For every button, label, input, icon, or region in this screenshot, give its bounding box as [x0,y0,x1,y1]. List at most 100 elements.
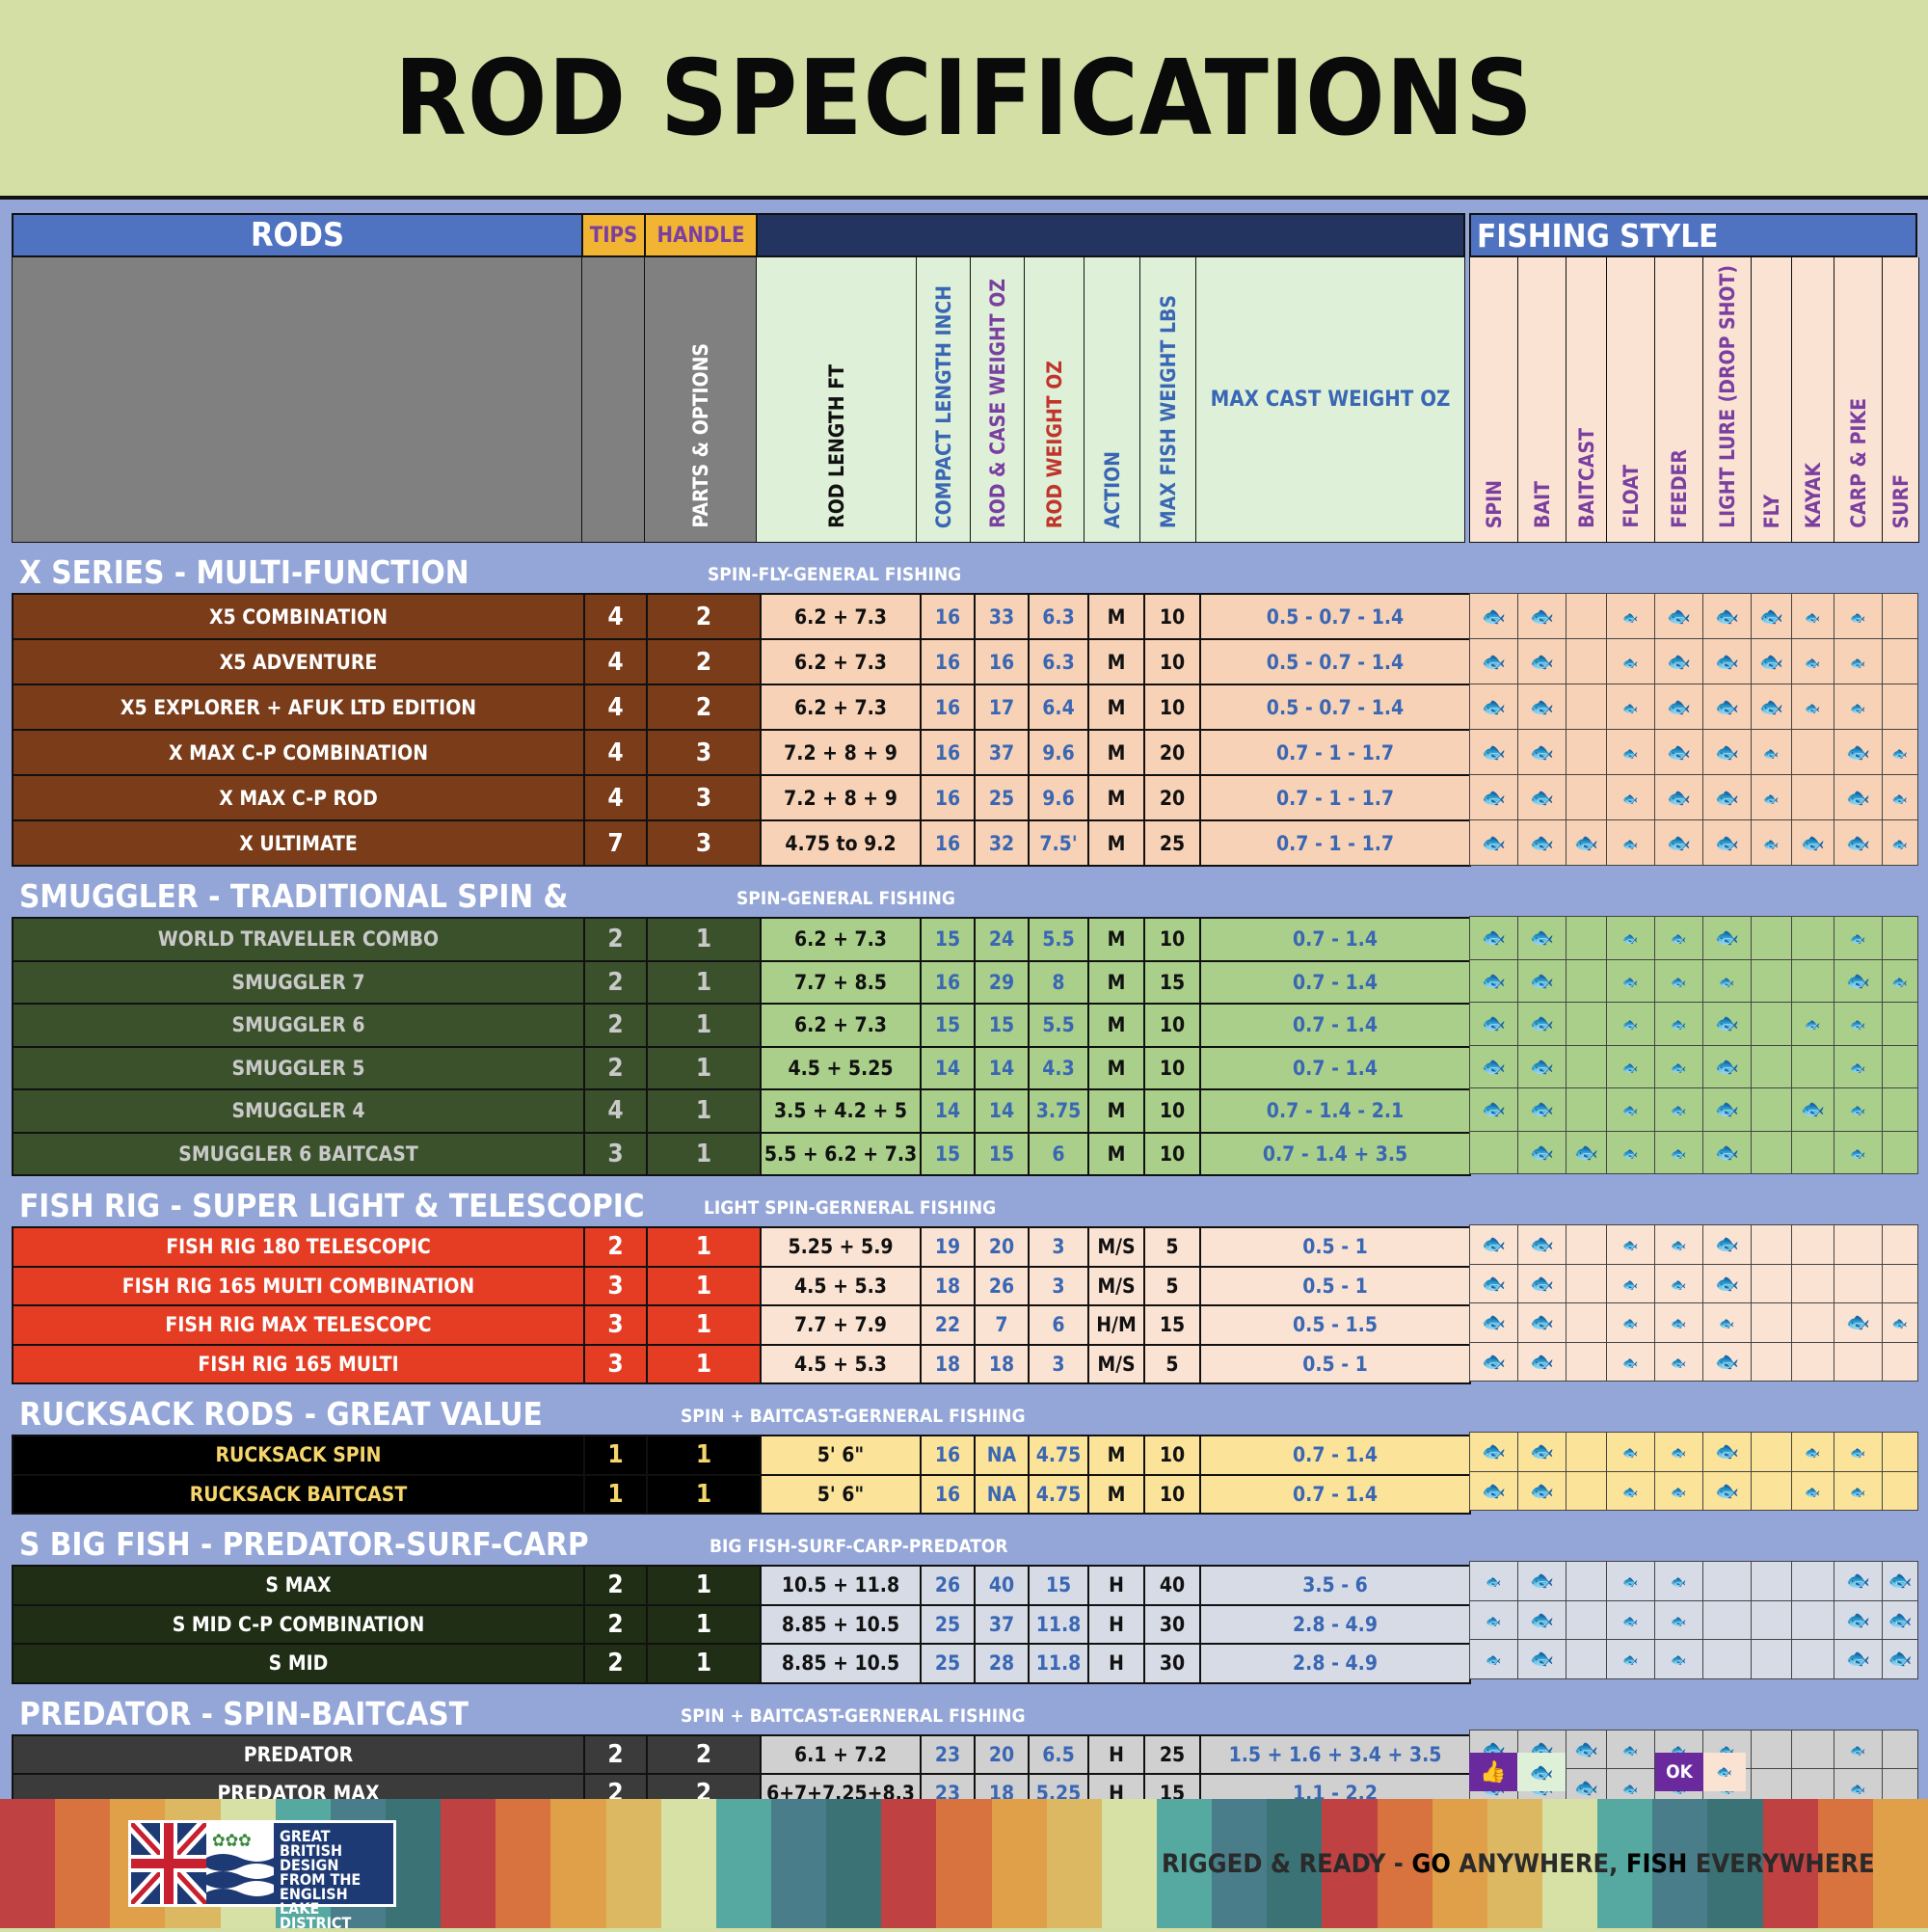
style-cell: 🐟 [1517,916,1566,960]
cell-rod: 5.5 [1028,1003,1089,1048]
fish-icon: 🐟 [1482,649,1506,673]
cell-action: M [1087,729,1145,776]
cell-fish: 20 [1143,774,1201,821]
style-cell: 🐟 [1517,1302,1566,1343]
style-cell: 🐟 [1882,1302,1918,1343]
logo-text: GREAT BRITISH DESIGN FROM THE ENGLISH LA… [280,1827,362,1932]
cell-case: 15 [974,1131,1030,1176]
group-subtitle: SPIN + BAITCAST-GERNERAL FISHING [681,1406,1026,1427]
stripe [1652,1799,1708,1928]
style-cell [1566,1044,1607,1088]
cell-fish: 10 [1143,684,1201,731]
style-cell: 🐟 [1654,1302,1703,1343]
stripe [1762,1799,1818,1928]
style-cell: 🐟 [1517,1341,1566,1382]
cell-rod: 4.3 [1028,1045,1089,1090]
fish-icon: 🐟 [1482,830,1506,854]
fish-icon: 🐟 [1622,792,1639,807]
cell-case: 37 [974,1603,1030,1645]
cell-tips: 2 [583,1733,648,1775]
style-cell: 🐟 [1791,1470,1834,1511]
cell-tips: 7 [583,819,648,867]
cell-rod: 4.75 [1028,1473,1089,1515]
fish-icon: 🐟 [1482,1097,1506,1121]
fish-icon: 🐟 [1715,1097,1739,1121]
style-cell [1469,1130,1518,1174]
fish-icon: 🐟 [1482,1478,1506,1502]
style-cell: 🐟 [1834,1002,1883,1046]
fish-icon: 🐟 [1671,1485,1687,1500]
cell-action: M [1087,1045,1145,1090]
cell-cast: 0.5 - 1.5 [1199,1304,1471,1346]
fish-icon: 🐟 [1482,926,1506,950]
group-header: X SERIES - MULTI-FUNCTION SPIN-FLY-GENERA… [12,543,1471,593]
fish-icon: 🐟 [1719,1317,1735,1332]
fish-icon: 🐟 [1716,1764,1733,1780]
table-row: RUCKSACK SPIN 1 1 5' 6" 16 NA 4.75 M 10 0.7 - 1.4 [12,1435,1471,1476]
fish-icon: 🐟 [1530,694,1554,718]
group-subtitle: SPIN-FLY-GENERAL FISHING [708,564,962,585]
cell-compact: 16 [920,638,976,685]
style-cell: 🐟 [1791,819,1834,866]
style-cell [1791,1599,1834,1640]
cell-action: H [1087,1565,1145,1606]
group-header: RUCKSACK RODS - GREAT VALUE SPIN + BAITCA… [12,1384,1471,1435]
cell-fish: 10 [1143,1045,1201,1090]
fish-icon: 🐟 [1530,1478,1554,1502]
style-cell: 🐟 [1517,1002,1566,1046]
group-subtitle: SPIN + BAITCAST-GERNERAL FISHING [681,1704,1026,1727]
stripe [660,1799,716,1928]
style-cell: 🐟 [1654,1130,1703,1174]
col-parts-options: PARTS & OPTIONS [689,343,712,528]
rod-name: X5 ADVENTURE [12,638,585,685]
fish-icon: 🐟 [1888,1647,1913,1671]
stripe [605,1799,661,1928]
style-cell: 🐟 [1882,1639,1918,1679]
group-title: FISH RIG - SUPER LIGHT & TELESCOPIC [19,1187,645,1224]
col-rod-length: ROD LENGTH FT [825,364,848,528]
style-cell: 🐟 [1566,819,1607,866]
style-cell [1882,1729,1918,1769]
fish-icon: 🐟 [1622,1277,1639,1293]
cell-cast: 0.7 - 1 - 1.7 [1199,819,1471,867]
cell-len: 7.7 + 8.5 [760,959,922,1005]
cell-fish: 5 [1143,1343,1201,1384]
style-cell: 🐟 [1751,638,1792,684]
group-table: WORLD TRAVELLER COMBO 2 1 6.2 + 7.3 15 24 5.5 M… [12,917,1471,1176]
style-cell [1751,1599,1792,1640]
cell-rod: 6.4 [1028,684,1089,731]
style-col-spin: SPIN [1483,479,1506,528]
rod-groups: X SERIES - MULTI-FUNCTION SPIN-FLY-GENERA… [12,543,1471,1814]
style-cell [1566,774,1607,820]
rod-name: X MAX C-P ROD [12,774,585,821]
style-cell: 🐟 [1654,638,1703,684]
cell-handle: 1 [646,1265,762,1306]
cell-fish: 10 [1143,593,1201,640]
style-cell [1791,1561,1834,1601]
fish-icon: 🐟 [1715,1232,1739,1256]
style-col-feeder: FEEDER [1668,449,1691,528]
table-row: X ULTIMATE 7 3 4.75 to 9.2 16 32 7.5' M 25 0.7 - … [12,819,1471,867]
style-cell: 🐟 [1654,1599,1703,1640]
style-cell: 🐟 [1517,819,1566,866]
cell-tips: 4 [583,638,648,685]
style-cell [1751,1561,1792,1601]
rod-name: X MAX C-P COMBINATION [12,729,585,776]
style-cell: 🐟 [1834,1561,1883,1601]
rod-name: SMUGGLER 4 [12,1088,585,1134]
cell-cast: 1.5 + 1.6 + 3.4 + 3.5 [1199,1733,1471,1775]
stripe [0,1799,56,1928]
style-cell: 🐟 [1834,1470,1883,1511]
style-cell: 🐟 [1834,638,1883,684]
style-cell: 🐟 [1606,729,1655,775]
fish-icon: 🐟 [1846,739,1870,764]
cell-rod: 15 [1028,1565,1089,1606]
style-cell [1566,729,1607,775]
cell-tips: 3 [583,1265,648,1306]
handle-header: HANDLE [644,213,758,257]
cell-rod: 8 [1028,959,1089,1005]
cell-handle: 3 [646,819,762,867]
style-cell: 🐟 [1702,1263,1752,1303]
fish-icon: 🐟 [1671,1575,1687,1591]
